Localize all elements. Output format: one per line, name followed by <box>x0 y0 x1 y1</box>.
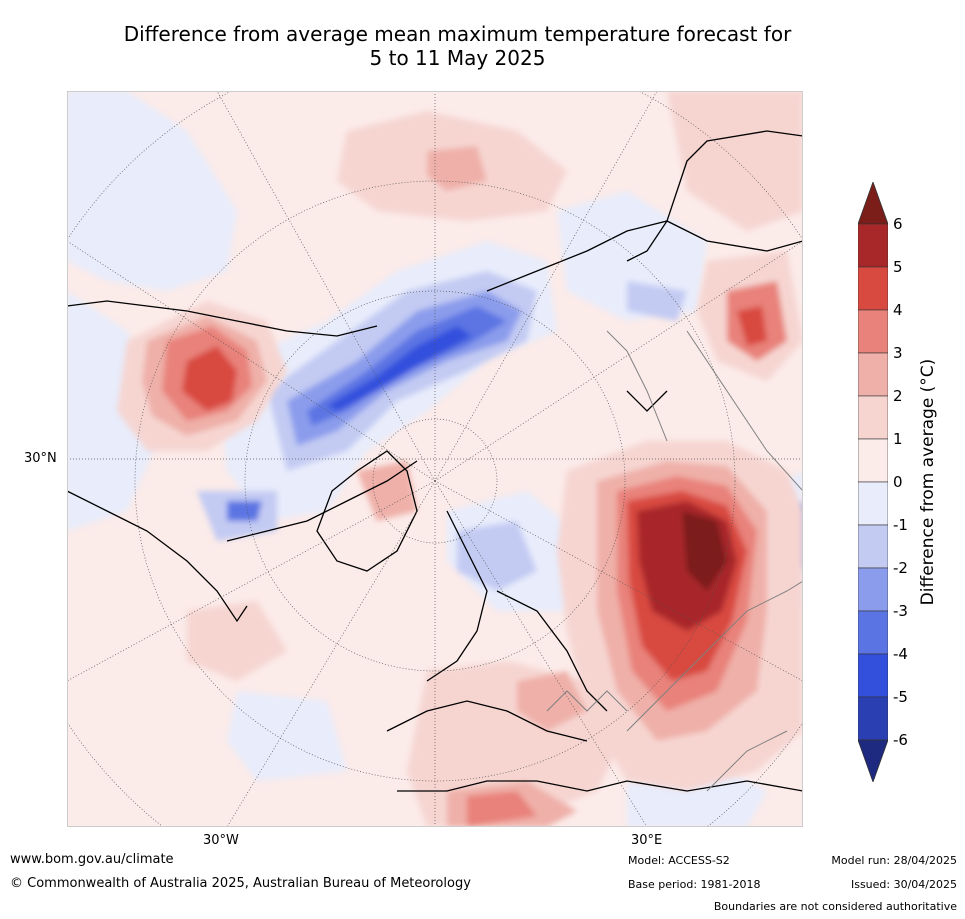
colorbar-tick-label: 6 <box>893 215 903 233</box>
colorbar-band <box>858 395 888 440</box>
colorbar-tick-label: -5 <box>893 688 908 706</box>
colorbar-tick-label: -6 <box>893 731 908 749</box>
colorbar-band <box>858 352 888 397</box>
colorbar-band <box>858 567 888 612</box>
lat-label-30n: 30°N <box>24 451 57 466</box>
colorbar-tick-label: 4 <box>893 301 903 319</box>
colorbar-tick-label: 0 <box>893 473 903 491</box>
colorbar-band <box>858 696 888 741</box>
colorbar-tick-label: 5 <box>893 258 903 276</box>
colorbar-tick-label: -1 <box>893 516 908 534</box>
colorbar-tick-label: 3 <box>893 344 903 362</box>
issued-text: Issued: 30/04/2025 <box>850 878 957 891</box>
model-text: Model: ACCESS-S2 <box>628 854 730 867</box>
disclaimer-text: Boundaries are not considered authoritat… <box>713 900 957 913</box>
model-run-text: Model run: 28/04/2025 <box>831 854 957 867</box>
colorbar-tick-label: 1 <box>893 430 903 448</box>
graticule <box>67 91 803 827</box>
warm-anomaly-areas <box>117 91 803 827</box>
colorbar-band <box>858 266 888 311</box>
colorbar-band <box>858 524 888 569</box>
colorbar-tick-label: -4 <box>893 645 908 663</box>
lon-label-30e: 30°E <box>631 833 663 848</box>
colorbar-band <box>858 223 888 268</box>
colorbar-extend-top <box>858 182 888 225</box>
map-title: Difference from average mean maximum tem… <box>60 22 855 70</box>
colorbar-tick-label: -2 <box>893 559 908 577</box>
colorbar-band <box>858 438 888 483</box>
colorbar-label: Difference from average (°C) <box>918 358 938 606</box>
website-link[interactable]: www.bom.gov.au/climate <box>10 852 174 867</box>
lon-label-30w: 30°W <box>203 833 239 848</box>
title-line-2: 5 to 11 May 2025 <box>369 46 546 70</box>
title-line-1: Difference from average mean maximum tem… <box>123 22 792 46</box>
map-frame <box>67 91 803 827</box>
forecast-map <box>67 91 803 827</box>
map-svg <box>67 91 803 827</box>
colorbar-band <box>858 653 888 698</box>
colorbar-band <box>858 481 888 526</box>
colorbar-tick-label: -3 <box>893 602 908 620</box>
colorbar <box>858 182 888 782</box>
base-period-text: Base period: 1981-2018 <box>628 878 761 891</box>
copyright-text: © Commonwealth of Australia 2025, Austra… <box>10 876 471 891</box>
coastlines <box>67 130 803 792</box>
colorbar-band <box>858 610 888 655</box>
country-borders <box>546 330 803 792</box>
colorbar-tick-label: 2 <box>893 387 903 405</box>
colorbar-band <box>858 309 888 354</box>
colorbar-extend-bottom <box>858 739 888 782</box>
